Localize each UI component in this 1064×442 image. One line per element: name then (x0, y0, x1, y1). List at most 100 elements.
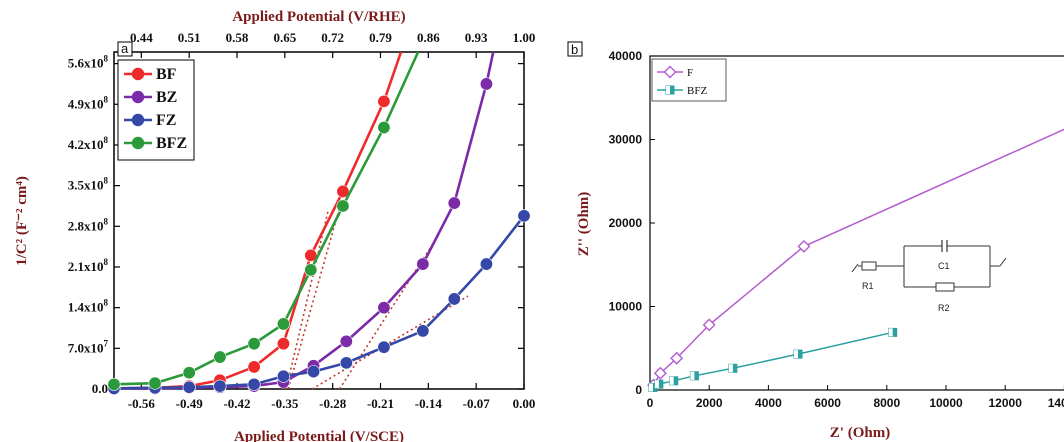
panel-a-point-bf (276, 337, 290, 351)
panel-a-x-axis-label: Applied Potential (V/SCE) (234, 429, 404, 442)
panel-a-point-fz (213, 379, 227, 393)
panel-a-point-bz (377, 301, 391, 315)
panel-a-tag: a (117, 41, 133, 57)
panel-a-y-tick-label: 7.0x107 (68, 338, 109, 355)
panel-a-y-tick-label: 0.0 (92, 381, 108, 396)
panel-a-x2-tick-label: 0.93 (465, 30, 488, 45)
panel-a-point-bfz (247, 337, 261, 351)
panel-a-x-tick-label: -0.42 (223, 396, 250, 411)
panel-b-y-tick-label: 10000 (609, 300, 643, 314)
circuit-label-r1: R1 (862, 281, 874, 291)
panel-b-point-f (653, 366, 667, 380)
panel-a-point-fz (377, 340, 391, 354)
panel-a-x-tick-label: -0.21 (367, 396, 394, 411)
panel-b-point-bfz-half (654, 380, 659, 389)
panel-a-point-bz (447, 196, 461, 210)
circuit-label-r2: R2 (938, 303, 950, 313)
panel-a-y-ticks: 0.0 7.0x107 1.4x108 2.1x108 2.8x108 3.5x108 4.… (68, 54, 524, 396)
panel-a-x2-tick-label: 0.65 (273, 30, 296, 45)
panel-b-point-bfz-half (888, 328, 893, 337)
panel-a-point-fz (517, 209, 531, 223)
panel-a-point-bz (479, 77, 493, 91)
panel-a-x-tick-label: -0.49 (176, 396, 204, 411)
panel-b-legend-marker (663, 65, 677, 79)
panel-a-point-bf (377, 94, 391, 108)
panel-b-x-tick-label: 0 (647, 396, 654, 410)
panel-a-y-tick-label: 1.4x108 (68, 298, 109, 315)
panel-a-line-bfz (113, 51, 420, 386)
panel-a-point-fz (416, 324, 430, 338)
panel-a-x2-tick-label: 1.00 (513, 30, 536, 45)
panel-a-point-fz (182, 380, 196, 394)
panel-b-y-tick-label: 30000 (609, 133, 643, 147)
panel-a-point-bfz (276, 317, 290, 331)
panel-a-x2-tick-label: 0.44 (130, 30, 153, 45)
panel-a-x2-ticks: 0.44 0.51 0.58 0.65 0.72 0.79 0.86 0.93 1.00 (130, 30, 535, 58)
panel-b-series (647, 128, 1064, 392)
panel-a-point-bf (247, 360, 261, 374)
panel-b-point-bfz-half (690, 371, 695, 380)
panel-a-point-fz (447, 292, 461, 306)
panel-b-line-bfz (652, 331, 893, 389)
panel-a-x-tick-label: -0.35 (271, 396, 299, 411)
panel-b-chart: 0 2000 4000 6000 8000 10000 12000 14000 0 10000 2… (567, 41, 1064, 441)
panel-a-point-bz (339, 334, 353, 348)
panel-a-x2-tick-label: 0.86 (417, 30, 440, 45)
panel-a-x2-tick-label: 0.58 (226, 30, 249, 45)
panel-a-legend-marker (131, 113, 145, 127)
panel-b-point-bfz-half (728, 364, 733, 373)
panel-a-y-tick-label: 2.8x108 (68, 216, 109, 233)
panel-b-x-tick-label: 14000 (1048, 396, 1064, 410)
panel-b-legend: F BFZ (651, 58, 727, 102)
panel-a-legend-label: BF (156, 66, 177, 83)
panel-b-y-tick-label: 40000 (609, 49, 643, 63)
panel-b-legend-label: F (687, 67, 693, 79)
panel-b-line-f (652, 128, 1064, 386)
panel-a-x2-tick-label: 0.51 (178, 30, 201, 45)
panel-a-legend-label: BFZ (156, 135, 187, 152)
panel-a-x-ticks: -0.56 -0.49 -0.42 -0.35 -0.28 -0.21 -0.14 -0.07… (128, 383, 535, 411)
panel-b-x-tick-label: 2000 (696, 396, 723, 410)
panel-b-tag-text: b (571, 42, 578, 57)
panel-a-y-tick-label: 5.6x108 (68, 54, 109, 71)
panel-b-point-f (797, 239, 811, 253)
panel-a-x-tick-label: -0.56 (128, 396, 156, 411)
panel-b-x-axis-label: Z' (Ohm) (830, 425, 890, 441)
panel-b-y-tick-label: 20000 (609, 216, 643, 230)
resistor-r1 (861, 261, 877, 271)
panel-b-legend-marker-half (666, 86, 670, 94)
panel-a-x2-tick-label: 0.72 (321, 30, 344, 45)
panel-a-tangent-bfz (285, 208, 330, 390)
panel-b-point-bfz-half (794, 350, 798, 359)
panel-a-tag-text: a (121, 41, 129, 56)
panel-a-legend-marker (131, 90, 145, 104)
panel-a-y-tick-label: 2.1x108 (68, 257, 109, 274)
panel-a-legend-label: FZ (156, 112, 176, 129)
panel-a-x-tick-label: -0.14 (415, 396, 443, 411)
panel-a-chart: -0.56 -0.49 -0.42 -0.35 -0.28 -0.21 -0.14 -0.07… (14, 9, 535, 442)
panel-a-point-fz (276, 369, 290, 383)
panel-a-point-bfz (336, 199, 350, 213)
panel-a-point-bfz (182, 366, 196, 380)
panel-a-tangent-bf (287, 202, 342, 390)
panel-b-y-axis-label: Z'' (Ohm) (576, 192, 592, 257)
panel-b-point-bfz-half (648, 383, 653, 392)
resistor-r2 (935, 282, 955, 292)
panel-a-point-bfz (148, 376, 162, 390)
panel-a-x-tick-label: -0.07 (463, 396, 491, 411)
panel-a-point-bfz (304, 263, 318, 277)
panel-b-point-f (670, 351, 684, 365)
panel-a-point-fz (247, 377, 261, 391)
panel-a-x2-tick-label: 0.79 (369, 30, 392, 45)
panel-a-point-fz (339, 356, 353, 370)
panel-a-y-axis-label: 1/C² (F⁻² cm⁴) (14, 176, 30, 266)
panel-a-y-tick-label: 3.5x108 (68, 176, 109, 193)
panel-a-legend-label: BZ (156, 89, 177, 106)
panel-a-point-bfz (107, 377, 121, 391)
panel-a-legend-marker (131, 67, 145, 81)
panel-a-legend: BF BZ FZ BFZ (117, 59, 195, 161)
panel-a-y-tick-label: 4.9x108 (68, 94, 109, 111)
panel-a-point-bz (416, 257, 430, 271)
circuit-label-c1: C1 (938, 261, 950, 271)
